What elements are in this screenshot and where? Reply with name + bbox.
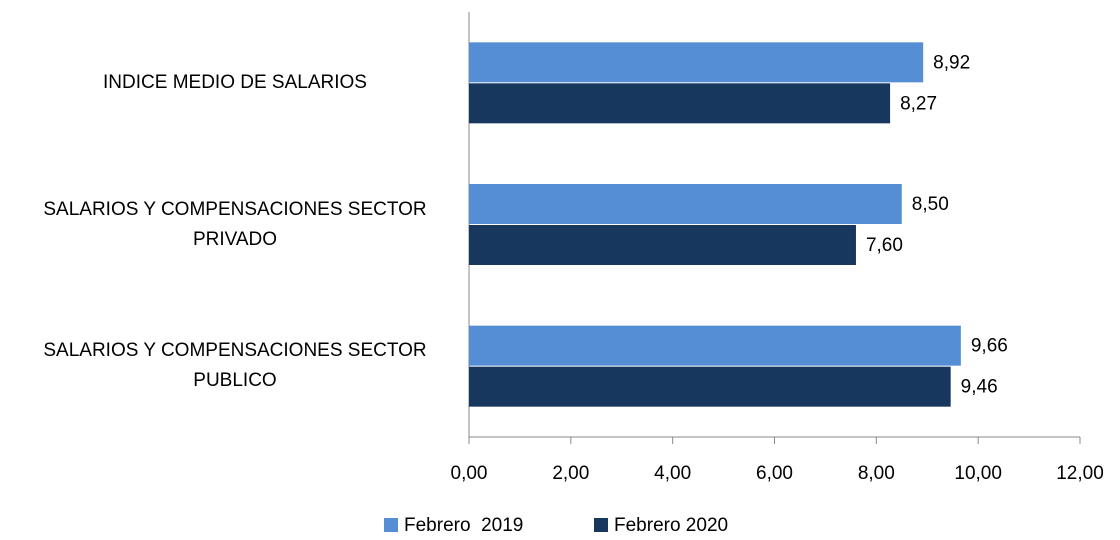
x-tick-label: 6,00 — [756, 463, 793, 484]
y-tick-label: SALARIOS Y COMPENSACIONES SECTOR PRIVADO — [43, 198, 427, 250]
legend-swatch — [384, 518, 398, 532]
data-label: 8,27 — [900, 93, 937, 114]
data-label: 8,92 — [933, 52, 970, 73]
data-label: 7,60 — [866, 235, 903, 256]
bar — [469, 366, 951, 407]
data-label: 9,66 — [971, 336, 1008, 357]
bar — [469, 325, 961, 366]
legend-label: Febrero 2019 — [404, 515, 523, 536]
x-tick-label: 2,00 — [552, 463, 589, 484]
bar — [469, 184, 902, 224]
x-tick-label: 0,00 — [451, 463, 488, 484]
x-tick-label: 4,00 — [654, 463, 691, 484]
x-tick-label: 12,00 — [1056, 463, 1104, 484]
data-label: 9,46 — [961, 377, 998, 398]
bar — [469, 42, 924, 83]
legend-swatch — [594, 518, 608, 532]
bar — [469, 83, 891, 124]
data-label: 8,50 — [912, 194, 949, 215]
x-tick-label: 10,00 — [954, 463, 1002, 484]
x-tick-label: 8,00 — [858, 463, 895, 484]
bar — [469, 225, 856, 265]
legend-label: Febrero 2020 — [614, 515, 728, 536]
y-tick-label: SALARIOS Y COMPENSACIONES SECTOR PUBLICO — [43, 340, 427, 392]
y-tick-label: INDICE MEDIO DE SALARIOS — [103, 71, 367, 93]
